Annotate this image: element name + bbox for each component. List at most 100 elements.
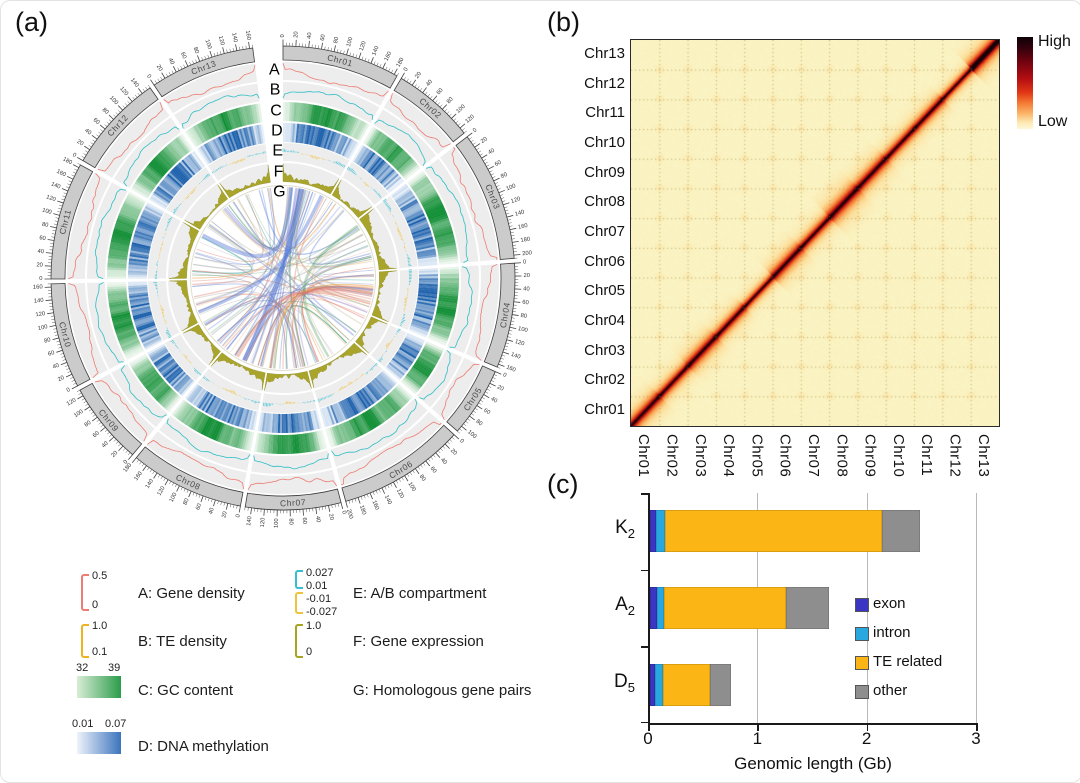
tick-label: 140 <box>230 32 238 43</box>
heatmap-x-label: Chr02 <box>663 434 680 477</box>
y-axis-tick <box>641 646 648 648</box>
tick-label: 0 <box>340 510 347 515</box>
tick-label: 20 <box>36 262 43 268</box>
legend-label-te-density: B: TE density <box>138 633 227 650</box>
tick-label: 20 <box>76 139 85 148</box>
gridline <box>976 493 977 723</box>
tick-label: 140 <box>246 516 253 526</box>
tick-label: 0 <box>280 34 286 37</box>
tick-label: 100 <box>169 492 179 503</box>
legend-min: 0.01 <box>72 718 93 730</box>
tick-label: 20 <box>155 64 163 73</box>
tick-label: 200 <box>522 250 532 257</box>
heatmap-y-label: Chr01 <box>571 401 625 418</box>
legend-bracket-te-density <box>81 624 89 658</box>
tick-label: 40 <box>425 79 434 88</box>
heatmap-y-label: Chr04 <box>571 312 625 329</box>
tick-label: 80 <box>500 172 508 180</box>
tick-label: 60 <box>429 466 438 475</box>
tick-label: 40 <box>37 249 44 256</box>
tick-label: 180 <box>520 237 530 244</box>
heatmap-y-label: Chr05 <box>571 282 625 299</box>
tick-label: 140 <box>371 45 380 56</box>
tick-label: 40 <box>439 457 448 466</box>
tick-label: 20 <box>111 450 120 459</box>
tick-label: 0 <box>39 276 42 282</box>
x-tick-label: 2 <box>847 729 887 749</box>
legend-max: 1.0 <box>306 620 321 632</box>
y-axis-tick <box>641 570 648 572</box>
tick-label: 120 <box>359 41 368 52</box>
tick-label: 120 <box>395 488 405 499</box>
heatmap-y-label: Chr06 <box>571 253 625 270</box>
tick-label: 140 <box>34 298 44 305</box>
category-label-k2: K2 <box>589 517 635 541</box>
tick-label: 160 <box>505 364 516 373</box>
tick-label: 100 <box>346 37 354 48</box>
heatmap-y-label: Chr10 <box>571 134 625 151</box>
tick-label: 160 <box>244 30 251 40</box>
circos-legend: 0.5 0 A: Gene density 1.0 0.1 B: TE dens… <box>61 561 551 776</box>
legend-bracket-compartment-a <box>295 570 303 589</box>
x-tick-label: 1 <box>737 729 777 749</box>
legend-num: 0.01 <box>306 580 327 592</box>
tick-label: 0 <box>458 438 464 445</box>
tick-label: 140 <box>514 209 525 217</box>
legend-gradient-gc-content <box>77 676 121 698</box>
tick-label: 80 <box>192 46 200 54</box>
tick-label: 0 <box>145 74 152 80</box>
tick-label: 120 <box>217 35 225 46</box>
tick-label: 100 <box>517 326 528 334</box>
legend-bracket-gene-expression <box>295 624 303 658</box>
tick-label: 100 <box>456 104 467 115</box>
bar-chart-plot <box>648 493 980 723</box>
tick-label: 20 <box>293 31 299 38</box>
heatmap-x-label: Chr01 <box>635 434 652 477</box>
category-label-a2: A2 <box>589 594 635 618</box>
tick-label: 80 <box>41 222 49 229</box>
tick-label: 160 <box>371 500 380 511</box>
heatmap-y-label: Chr07 <box>571 223 625 240</box>
x-tick-label: 0 <box>628 729 668 749</box>
bar-segment-other <box>786 587 829 629</box>
tick-label: 40 <box>307 32 314 39</box>
tick-label: 60 <box>320 34 327 41</box>
heatmap-y-label: Chr09 <box>571 164 625 181</box>
heatmap-x-label: Chr05 <box>748 434 765 477</box>
tick-label: 0 <box>71 152 77 159</box>
tick-label: 120 <box>157 485 167 496</box>
tick-label: 40 <box>314 516 321 523</box>
tick-label: 120 <box>66 397 77 407</box>
legend-max: 0.5 <box>92 570 107 582</box>
tick-label: 60 <box>482 408 491 417</box>
tick-label: 60 <box>39 235 46 242</box>
track-letter-e: E <box>272 143 283 160</box>
heatmap-y-label: Chr02 <box>571 371 625 388</box>
category-label-d5: D5 <box>589 671 635 695</box>
tick-label: 120 <box>465 114 476 125</box>
legend-gradient-dna-methylation <box>77 732 121 754</box>
tick-label: 80 <box>183 498 191 506</box>
tick-label: 80 <box>101 107 110 116</box>
legend-swatch-intron <box>855 627 869 641</box>
tick-label: 160 <box>55 169 66 179</box>
tick-label: 80 <box>520 313 527 320</box>
heatmap-y-label: Chr08 <box>571 193 625 210</box>
heatmap-x-label: Chr09 <box>862 434 879 477</box>
legend-label-gc-content: C: GC content <box>138 682 233 699</box>
legend-max: 1.0 <box>92 620 107 632</box>
tick-label: 160 <box>133 471 144 482</box>
track-letter-g: G <box>273 184 285 201</box>
chromosome-name: Chr07 <box>280 497 307 508</box>
heatmap-y-label: Chr12 <box>571 75 625 92</box>
bar-chart-x-axis <box>648 723 978 725</box>
tick-label: 100 <box>41 208 52 216</box>
tick-label: 60 <box>436 87 445 96</box>
legend-label-gene-expression: F: Gene expression <box>353 633 484 650</box>
tick-label: 120 <box>45 194 56 203</box>
tick-label: 20 <box>449 448 458 457</box>
tick-label: 180 <box>61 156 72 166</box>
heatmap-colorbar <box>1017 37 1033 129</box>
tick-label: 0 <box>502 372 507 379</box>
